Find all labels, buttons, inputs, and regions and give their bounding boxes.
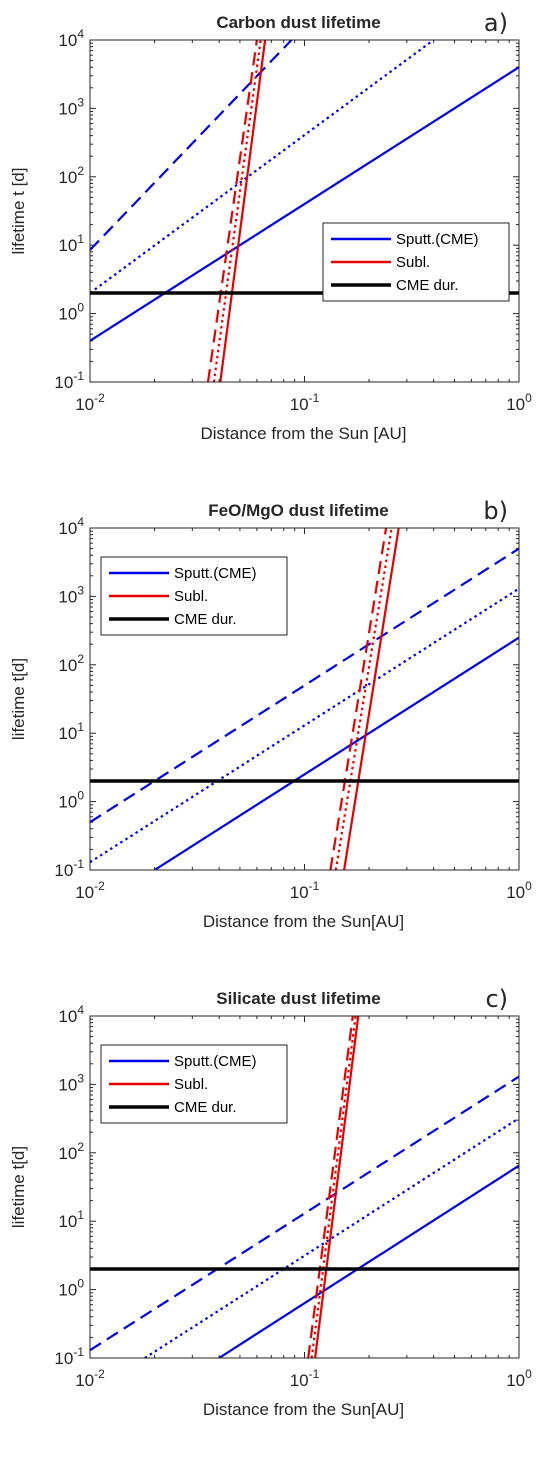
legend-label: Subl. xyxy=(396,254,430,271)
panel-label: b) xyxy=(483,497,508,525)
legend-label: CME dur. xyxy=(396,277,459,294)
x-tick-label: 100 xyxy=(506,879,532,902)
series-line-sputt-cme xyxy=(90,66,519,342)
series-line-subl xyxy=(219,40,267,382)
plot-area xyxy=(90,40,519,382)
legend-label: CME dur. xyxy=(174,1099,237,1116)
series-line-dashed-4 xyxy=(307,1016,354,1358)
series-line-dashed-4 xyxy=(206,40,258,382)
x-tick-label: 10-1 xyxy=(290,1367,320,1390)
x-tick-label: 100 xyxy=(506,1367,532,1390)
y-axis-label: lifetime t[d] xyxy=(9,1146,28,1228)
y-tick-label: 101 xyxy=(58,232,84,255)
series-line-dotted-2 xyxy=(90,587,519,864)
legend-label: Subl. xyxy=(174,1076,208,1093)
legend: Sputt.(CME) Subl. CME dur. xyxy=(100,1044,288,1124)
legend: Sputt.(CME) Subl. CME dur. xyxy=(100,556,288,636)
y-tick-label: 103 xyxy=(58,1071,84,1094)
y-tick-label: 10-1 xyxy=(54,1345,84,1368)
y-tick-label: 104 xyxy=(58,1003,84,1026)
y-tick-label: 101 xyxy=(58,720,84,743)
series-line-dotted-2 xyxy=(144,1117,519,1358)
y-tick-label: 10-1 xyxy=(54,369,84,392)
x-tick-label: 100 xyxy=(506,391,532,414)
series-line-sputt-cme xyxy=(154,636,519,870)
x-tick-label: 10-1 xyxy=(290,879,320,902)
legend-label: Sputt.(CME) xyxy=(174,565,257,582)
y-tick-label: 103 xyxy=(58,95,84,118)
y-axis-label: lifetime t[d] xyxy=(9,658,28,740)
legend-label: CME dur. xyxy=(174,611,237,628)
series-line-subl xyxy=(343,528,400,870)
y-tick-label: 100 xyxy=(58,789,84,812)
legend: Sputt.(CME) Subl. CME dur. xyxy=(322,222,510,302)
axes-box xyxy=(89,1015,520,1359)
x-tick-label: 10-2 xyxy=(75,1367,105,1390)
x-tick-label: 10-2 xyxy=(75,391,105,414)
y-tick-label: 103 xyxy=(58,583,84,606)
y-tick-label: 102 xyxy=(58,652,84,675)
y-axis-label: lifetime t [d] xyxy=(9,168,28,255)
series-line-dashed-1 xyxy=(90,40,293,251)
chart-title: Silicate dust lifetime xyxy=(216,989,380,1008)
series-line-dashed-1 xyxy=(90,1075,519,1352)
x-axis-label: Distance from the Sun[AU] xyxy=(203,912,404,931)
panel-label: c) xyxy=(485,985,508,1013)
series-line-dotted-2 xyxy=(90,40,435,294)
axes-box xyxy=(89,527,520,871)
x-axis-label: Distance from the Sun [AU] xyxy=(201,424,407,443)
x-tick-label: 10-1 xyxy=(290,391,320,414)
y-tick-label: 100 xyxy=(58,1277,84,1300)
y-tick-label: 104 xyxy=(58,27,84,50)
series-group xyxy=(90,1016,519,1358)
series-line-dotted-5 xyxy=(334,528,393,870)
x-tick-label: 10-2 xyxy=(75,879,105,902)
legend-label: Sputt.(CME) xyxy=(396,231,479,248)
chart-title: Carbon dust lifetime xyxy=(216,13,380,32)
series-line-dashed-4 xyxy=(329,528,388,870)
chart-title: FeO/MgO dust lifetime xyxy=(208,501,388,520)
x-axis-label: Distance from the Sun[AU] xyxy=(203,1400,404,1419)
legend-label: Subl. xyxy=(174,588,208,605)
series-line-sputt-cme xyxy=(218,1164,519,1358)
series-group xyxy=(90,528,519,870)
series-line-subl xyxy=(314,1016,360,1358)
y-tick-label: 102 xyxy=(58,1140,84,1163)
y-tick-label: 104 xyxy=(58,515,84,538)
legend-label: Sputt.(CME) xyxy=(174,1053,257,1070)
y-tick-label: 10-1 xyxy=(54,857,84,880)
y-tick-label: 101 xyxy=(58,1208,84,1231)
y-tick-label: 100 xyxy=(58,301,84,324)
series-line-dashed-1 xyxy=(90,547,519,824)
y-tick-label: 102 xyxy=(58,164,84,187)
panel-label: a) xyxy=(484,9,508,37)
axes-box xyxy=(89,39,520,383)
